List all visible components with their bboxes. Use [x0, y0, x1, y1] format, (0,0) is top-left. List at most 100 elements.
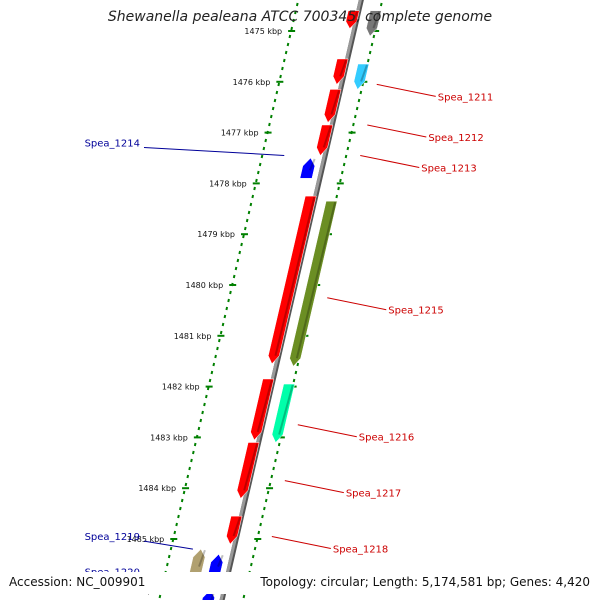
label-leader	[297, 424, 357, 438]
footer-band	[0, 572, 600, 594]
tick-label: 1479 kbp	[197, 230, 235, 239]
tick-track-left-dot	[273, 98, 277, 103]
tick-label: 1477 kbp	[221, 129, 259, 138]
tick-label: 1484 kbp	[138, 484, 176, 493]
tick-track-left-dot	[271, 106, 275, 111]
forward-gene-shade	[243, 443, 259, 491]
forward-gene	[268, 195, 317, 365]
tick-track-left-dot	[288, 34, 292, 39]
reverse-gene	[188, 548, 206, 575]
tick-track-right-dot	[292, 378, 296, 383]
forward-gene-shade	[352, 11, 359, 22]
tick-track-right-dot	[261, 514, 264, 519]
tick-track-left-dot	[203, 402, 206, 407]
tick-track-left-dot	[284, 50, 288, 55]
tick-track-left-dot	[177, 514, 180, 519]
tick-track-left-dot	[236, 258, 240, 263]
tick-track-right-dot	[344, 154, 348, 159]
tick-track-left-dot	[205, 394, 208, 399]
tick-track-left-dot	[240, 242, 243, 247]
tick-track-right-dot	[257, 530, 261, 535]
tick-track-right-dot	[274, 458, 277, 463]
tick-track-left-dot	[225, 306, 229, 311]
tick-label: 1476 kbp	[233, 78, 271, 87]
gene-label: Spea_1214	[85, 138, 140, 149]
reverse-strand-gene-shade	[372, 11, 381, 29]
tick-track-right-dot	[268, 482, 272, 487]
tick-track-right-dot	[335, 194, 339, 199]
accession-text: Accession: NC_009901	[9, 575, 146, 589]
reverse-strand-gene-shade	[278, 384, 294, 435]
tick-track-left-dot	[279, 74, 282, 79]
tick-track-right-dot	[264, 498, 268, 503]
reverse-gene-shade	[309, 158, 316, 171]
tick-track-left-dot	[253, 186, 256, 191]
tick-label: 1480 kbp	[185, 281, 223, 290]
tick-track-right-dot	[366, 58, 370, 63]
forward-gene	[345, 10, 360, 29]
tick-track-left-dot	[281, 66, 284, 71]
forward-gene	[316, 124, 334, 156]
tick-track-right-dot	[340, 170, 344, 175]
forward-gene-shade	[274, 196, 316, 356]
tick-track-left-dot	[242, 234, 245, 239]
tick-track-left-dot	[247, 210, 251, 215]
tick-track-right-dot	[266, 490, 270, 495]
tick-track-left-dot	[268, 122, 271, 127]
tick-track-left-dot	[219, 330, 223, 335]
reverse-strand-gene-shade	[295, 201, 337, 359]
tick-track-left-dot	[256, 170, 260, 175]
label-leader	[143, 540, 193, 550]
tick-track-left-dot	[199, 418, 203, 423]
reverse-strand-gene	[353, 63, 370, 90]
gene-label: Spea_1213	[421, 163, 476, 174]
tick-track-left-dot	[221, 322, 225, 327]
reverse-gene	[207, 553, 224, 575]
reverse-gene-shade	[217, 554, 224, 567]
tick-track-left-dot	[232, 274, 236, 279]
tick-track-right-dot	[296, 362, 300, 367]
tick-track-left-dot	[188, 466, 191, 471]
tick-track-left-dot	[184, 482, 188, 487]
tick-track-right-dot	[370, 42, 374, 47]
map-title: Shewanella pealeana ATCC 700345, complet…	[107, 9, 493, 25]
tick-label: 1482 kbp	[162, 383, 200, 392]
tick-track-right-dot	[379, 2, 383, 7]
tick-track-right-dot	[348, 138, 352, 143]
forward-gene	[250, 378, 275, 441]
tick-track-left-dot	[216, 346, 219, 351]
gene-label: Spea_1218	[333, 544, 388, 555]
label-leader	[271, 535, 331, 549]
tick-track-right-dot	[253, 546, 257, 551]
label-leader	[360, 154, 420, 168]
tick-track-right-dot	[250, 562, 253, 567]
tick-track-left-dot	[180, 498, 184, 503]
tick-label: 1475 kbp	[244, 27, 282, 36]
reverse-strand-gene	[289, 200, 338, 367]
tick-track-left-dot	[251, 194, 255, 199]
tick-track-right-dot	[355, 106, 359, 111]
tick-track-right-dot	[270, 474, 274, 479]
label-leader	[376, 83, 436, 97]
tick-track-left-dot	[212, 362, 216, 367]
tick-track-left-dot	[208, 378, 212, 383]
forward-gene-shade	[256, 379, 273, 433]
tick-track-right-dot	[339, 178, 342, 183]
tick-track-left-dot	[290, 26, 294, 31]
tick-label: 1483 kbp	[150, 433, 188, 442]
tick-track-left-dot	[169, 546, 173, 551]
tick-track-left-dot	[179, 506, 182, 511]
tick-track-right-dot	[272, 466, 275, 471]
gene-label: Spea_1211	[438, 92, 493, 103]
tick-track-left-dot	[229, 290, 232, 295]
tick-track-left-dot	[192, 450, 195, 455]
tick-track-left-dot	[269, 114, 273, 119]
forward-gene	[226, 515, 243, 545]
tick-track-right-dot	[372, 34, 376, 39]
tick-track-left-dot	[295, 2, 299, 7]
tick-track-right-dot	[242, 594, 246, 599]
tick-track-right-dot	[357, 98, 361, 103]
forward-gene	[332, 58, 349, 85]
reverse-strand-gene	[366, 10, 382, 37]
forward-gene-shade	[322, 125, 332, 148]
